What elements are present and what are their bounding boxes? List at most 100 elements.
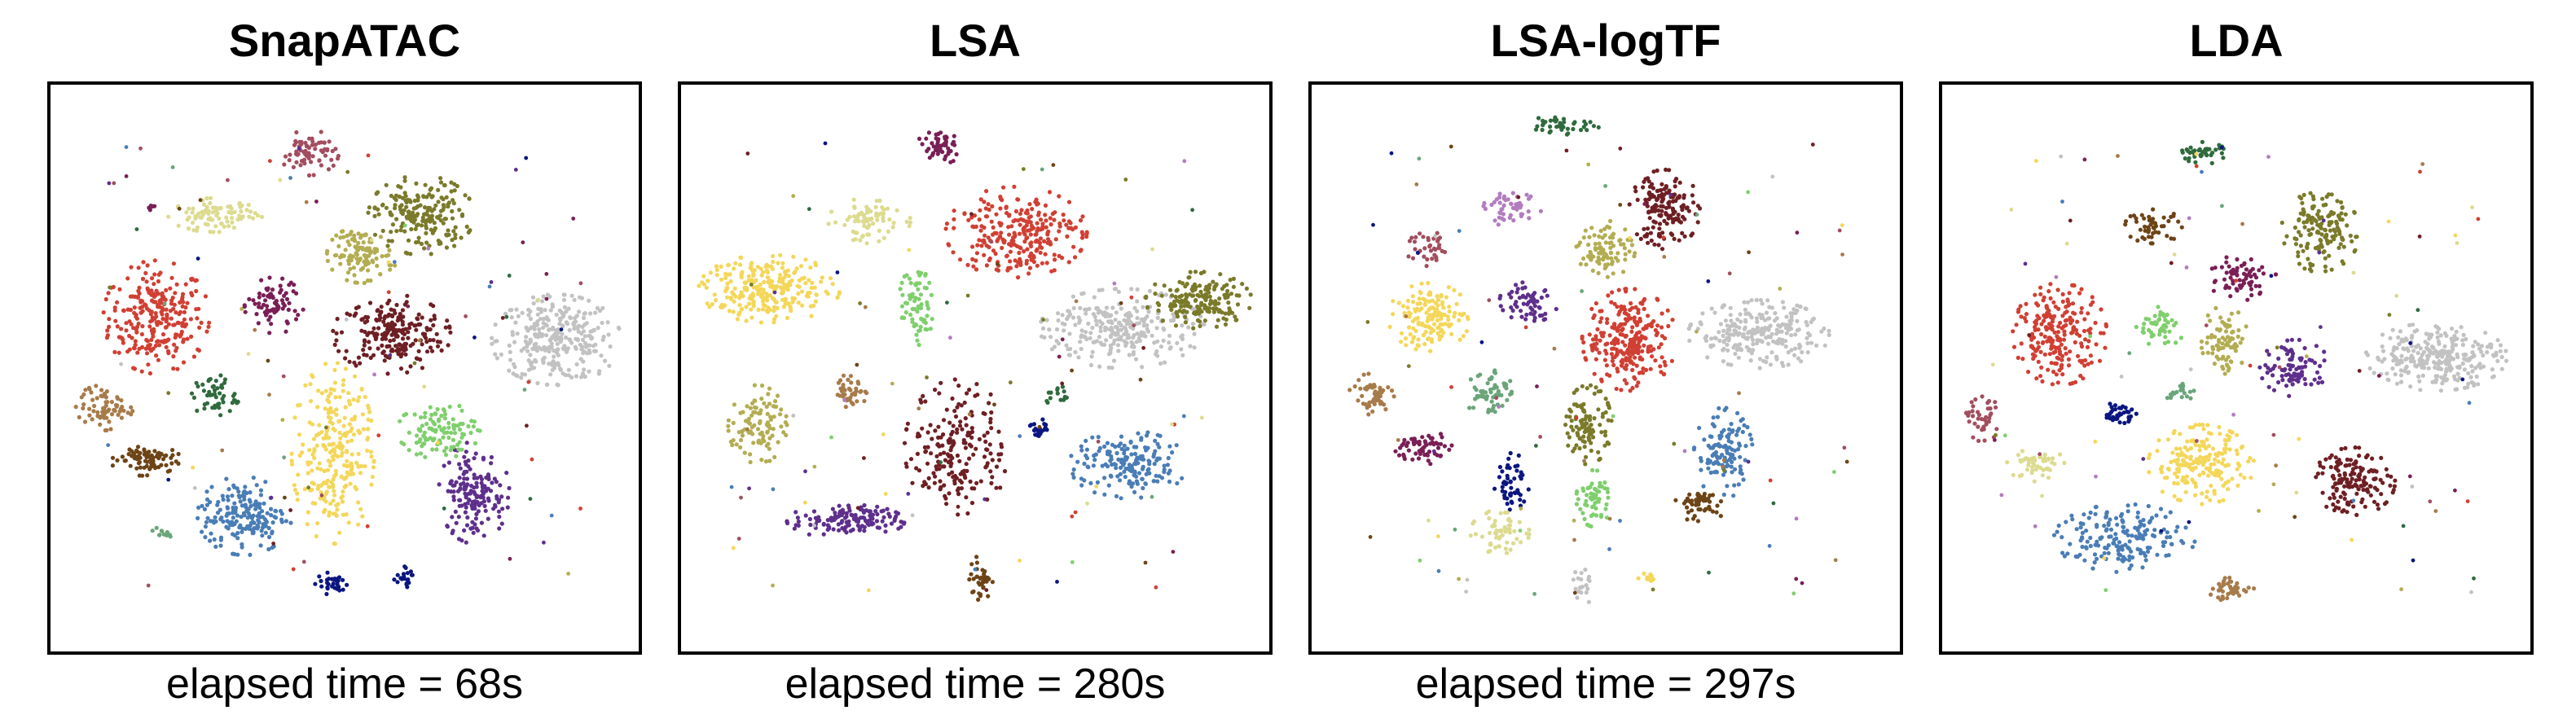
data-point (1123, 326, 1128, 331)
data-point (474, 526, 479, 531)
data-point (891, 221, 896, 226)
data-point (310, 487, 314, 492)
data-point (379, 305, 384, 309)
data-point (1061, 213, 1066, 217)
data-point (327, 513, 332, 518)
data-point (1057, 229, 1062, 234)
data-point (1019, 208, 1024, 213)
data-point (1064, 343, 1069, 348)
data-point (564, 349, 569, 354)
data-point (244, 208, 249, 213)
data-point (352, 233, 357, 238)
data-point (232, 392, 237, 397)
data-point (1038, 250, 1043, 255)
data-point (332, 493, 337, 498)
data-point (1786, 350, 1791, 355)
data-point (965, 433, 970, 438)
data-point (284, 296, 290, 301)
data-point (267, 393, 271, 397)
data-point (263, 530, 268, 535)
data-point (81, 402, 86, 407)
data-point (791, 194, 796, 199)
data-point (319, 391, 324, 396)
data-point (1612, 301, 1617, 306)
data-point (441, 435, 446, 440)
data-point (113, 318, 118, 323)
data-point (577, 309, 582, 314)
data-point (324, 481, 329, 486)
data-point (460, 432, 465, 436)
data-point (548, 372, 553, 377)
data-point (101, 310, 106, 315)
data-point (917, 406, 921, 411)
data-point (1743, 318, 1748, 322)
data-point (1128, 325, 1133, 330)
data-point (218, 543, 223, 548)
data-point (493, 339, 498, 344)
data-point (272, 515, 277, 520)
cluster-rose (282, 129, 341, 178)
data-point (1677, 238, 1681, 243)
data-point (337, 430, 342, 435)
data-point (462, 454, 467, 459)
data-point (125, 307, 130, 312)
data-point (367, 340, 371, 344)
data-point (1594, 300, 1598, 306)
data-point (1108, 458, 1113, 463)
data-point (944, 502, 949, 507)
data-point (946, 150, 952, 155)
data-point (587, 369, 591, 374)
data-point (1228, 278, 1233, 283)
data-point (230, 493, 235, 498)
data-point (73, 405, 78, 410)
data-point (420, 315, 424, 320)
data-point (1119, 446, 1124, 451)
data-point (289, 458, 294, 463)
data-point (1772, 318, 1778, 323)
data-point (268, 507, 274, 511)
data-point (1182, 159, 1187, 164)
data-point (298, 163, 303, 168)
data-point (508, 308, 512, 313)
data-point (1069, 454, 1074, 458)
data-point (1036, 213, 1041, 217)
data-point (815, 519, 820, 524)
data-point (850, 392, 855, 397)
data-point (1788, 311, 1793, 316)
data-point (829, 435, 833, 440)
data-point (1171, 550, 1176, 554)
data-point (231, 483, 236, 488)
data-point (526, 379, 531, 384)
data-point (432, 207, 437, 212)
data-point (325, 258, 330, 263)
data-point (933, 147, 939, 152)
data-point (448, 448, 453, 453)
data-point (938, 148, 943, 153)
data-point (1711, 343, 1716, 348)
data-point (208, 393, 213, 397)
data-point (204, 401, 210, 406)
data-point (1084, 438, 1088, 443)
data-point (319, 483, 323, 488)
data-point (1589, 306, 1594, 311)
data-point (402, 349, 407, 353)
data-point (1199, 415, 1204, 420)
data-point (1124, 322, 1129, 327)
data-point (906, 492, 911, 496)
data-point (772, 287, 777, 292)
data-point (189, 291, 194, 296)
data-point (505, 505, 510, 510)
data-point (394, 302, 399, 308)
data-point (549, 513, 554, 518)
data-point (349, 468, 354, 473)
data-point (1659, 342, 1664, 347)
data-point (1050, 212, 1055, 217)
data-point (334, 503, 339, 508)
data-point (1642, 296, 1647, 301)
data-point (213, 224, 218, 229)
data-point (1128, 439, 1133, 444)
data-point (366, 153, 371, 158)
data-point (1621, 352, 1626, 357)
data-point (1583, 356, 1588, 361)
data-point (237, 201, 242, 206)
